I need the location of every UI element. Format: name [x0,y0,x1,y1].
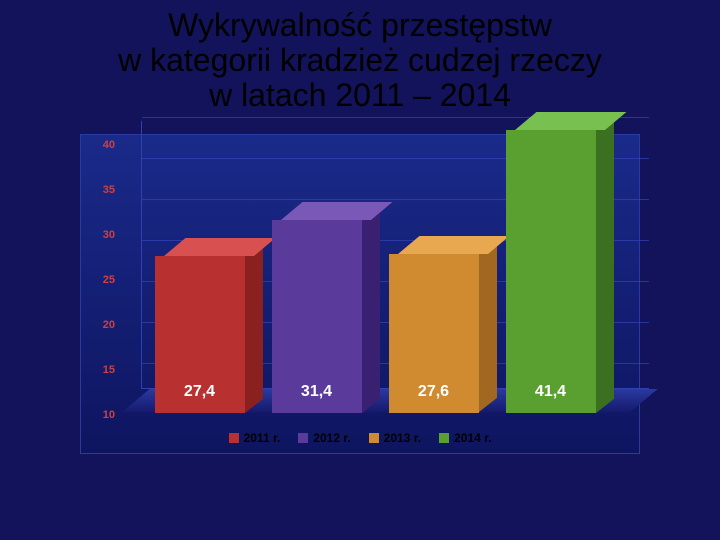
plot-area: 27,4 31,4 27,6 41,4 [121,145,629,413]
legend-item: 2014 r. [439,431,491,445]
bar-side [362,206,380,413]
legend-item: 2011 r. [229,431,281,445]
legend-swatch [229,433,239,443]
y-tick-label: 35 [103,184,115,196]
y-tick-label: 25 [103,274,115,286]
bar-value-label: 31,4 [301,383,332,401]
bar-value-label: 41,4 [535,383,566,401]
legend-item: 2012 r. [298,431,350,445]
bar: 41,4 [506,130,596,413]
y-axis: 10152025303540 [81,135,121,413]
y-tick-label: 20 [103,319,115,331]
y-tick-label: 40 [103,139,115,151]
bar: 27,4 [155,256,245,413]
legend-swatch [439,433,449,443]
legend-swatch [298,433,308,443]
y-tick-label: 30 [103,229,115,241]
bar: 31,4 [272,220,362,413]
legend-item: 2013 r. [369,431,421,445]
legend: 2011 r. 2012 r. 2013 r. 2014 r. [81,431,639,445]
chart-title: Wykrywalność przestępstw w kategorii kra… [0,0,720,114]
bar-side [479,240,497,412]
bars-container: 27,4 31,4 27,6 41,4 [121,145,629,413]
bar: 27,6 [389,254,479,412]
legend-swatch [369,433,379,443]
legend-label: 2011 r. [244,431,281,445]
bar-front [506,130,596,413]
title-line-1: Wykrywalność przestępstw [168,7,552,43]
legend-label: 2013 r. [384,431,421,445]
bar-value-label: 27,4 [184,383,215,401]
title-line-3: w latach 2011 – 2014 [209,77,511,113]
bar-side [245,242,263,413]
legend-label: 2014 r. [454,431,491,445]
bar-value-label: 27,6 [418,383,449,401]
title-line-2: w kategorii kradzież cudzej rzeczy [118,42,602,78]
y-tick-label: 10 [103,409,115,421]
legend-label: 2012 r. [313,431,350,445]
y-tick-label: 15 [103,364,115,376]
bar-side [596,116,614,413]
chart-area: 10152025303540 27,431,427,641,4 2011 r.2… [80,134,640,454]
